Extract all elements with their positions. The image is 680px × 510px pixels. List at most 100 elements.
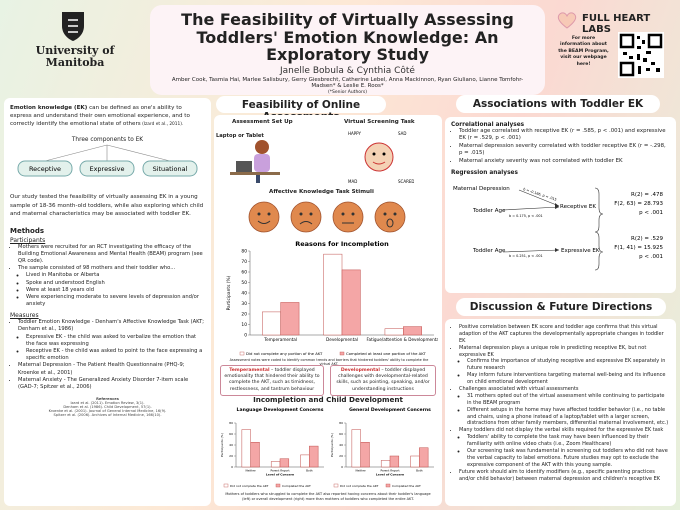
y-tick-label: 60	[241, 270, 247, 276]
component-box	[142, 160, 198, 177]
screening-label: HAPPY	[348, 131, 361, 136]
callout-term: Temperamental	[229, 368, 270, 373]
y-axis-label: Participants (%)	[226, 275, 232, 310]
sub-item: May inform future interventions targetin…	[467, 372, 670, 386]
node-label: Toddler Age	[472, 248, 506, 254]
item-text: The sample consisted of 98 mothers and t…	[18, 265, 176, 272]
y-tick-label: 60	[229, 432, 233, 436]
title: The Feasibility of Virtually Assessing T…	[181, 10, 514, 65]
component-label: Expressive	[89, 165, 124, 173]
section-header: Discussion & Future Directions	[456, 298, 666, 316]
stimuli-faces	[248, 201, 406, 233]
y-tick-label: 80	[229, 421, 233, 425]
list-item: Maternal Depression - The Patient Health…	[18, 362, 205, 376]
y-tick-label: 20	[229, 454, 233, 458]
measures-title: Measures	[10, 312, 39, 320]
model-stat: F(1, 41) = 15.925	[614, 245, 663, 251]
right-panel: Correlational analyses Toddler age corre…	[445, 117, 676, 293]
bar	[403, 326, 422, 336]
y-tick-label: 40	[229, 443, 233, 447]
legend-label: Completed the AKT	[392, 484, 421, 488]
item-text: Many toddlers did not display the verbal…	[459, 427, 664, 434]
bar	[351, 429, 361, 468]
participants-list: Mothers were recruited for an RCT invest…	[10, 244, 205, 309]
y-tick-label: 60	[339, 432, 343, 436]
y-tick-label: 40	[339, 443, 343, 447]
item-text: Toddler age correlated with receptive EK…	[459, 128, 666, 142]
reference: Spitzer et al. (2006). Archives of Inter…	[53, 413, 162, 418]
author-note: (*Senior Authors)	[327, 89, 368, 95]
qr-code	[618, 32, 664, 78]
list-item: Maternal anxiety severity was not correl…	[459, 158, 670, 165]
path-label: b = -0.166, p = .015	[523, 187, 557, 202]
x-tick-label: Neither	[355, 469, 366, 473]
item-text: Maternal depression plays a unique role …	[459, 344, 647, 358]
footnote: Mothers of toddlers who struggled to com…	[225, 492, 431, 501]
x-tick-label: Parent Report	[270, 469, 290, 473]
screening-title: Virtual Screening Task	[344, 119, 415, 125]
list-item: Toddler age correlated with receptive EK…	[459, 128, 670, 143]
sub-list: Lived in Manitoba or AlbertaSpoke and un…	[18, 272, 205, 308]
sub-item: Receptive EK - the child was asked to po…	[26, 348, 205, 362]
correlational-title: Correlational analyses	[451, 122, 525, 128]
y-tick-label: 0	[341, 465, 343, 469]
component-box	[79, 160, 135, 177]
model-stat: p < .001	[639, 210, 663, 216]
model-stat: R(2) = .478	[631, 192, 663, 198]
path-label: b = 0.175, p < .001	[509, 214, 543, 218]
bar	[380, 460, 391, 468]
legend-label: Did not complete any portion of the AKT	[246, 351, 323, 356]
legend-label: Did not complete the AKT	[230, 484, 268, 488]
chart-title: Reasons for Incompletion	[295, 240, 389, 248]
item-text: Mothers were recruited for an RCT invest…	[18, 243, 203, 265]
legend-swatch	[275, 483, 281, 488]
component-label: Situational	[153, 165, 188, 173]
bar	[410, 455, 420, 468]
model-stat: F(2, 63) = 28.793	[614, 201, 663, 207]
bar	[419, 447, 429, 468]
intro-text: can be defined as one's ability to expre…	[10, 105, 190, 128]
y-tick-label: 20	[241, 312, 247, 318]
bar	[360, 442, 370, 468]
list-item: Challenges associated with virtual asses…	[459, 386, 670, 427]
x-tick-label: Both	[306, 469, 313, 473]
stimuli-title: Affective Knowledge Task Stimuli	[269, 189, 374, 195]
legend-swatch	[223, 483, 229, 488]
reference: Denham et al. (1986). Child Development,…	[63, 405, 152, 410]
callout-term: Developmental	[340, 368, 380, 373]
logo-crest	[62, 12, 84, 41]
callout: Developmental – toddler displayed challe…	[330, 365, 436, 396]
list-item: Toddler Emotion Knowledge - Denham's Aff…	[18, 319, 205, 362]
bar	[389, 455, 400, 468]
bar	[309, 445, 319, 468]
citation: (Izard et al., 2011).	[140, 122, 184, 128]
x-axis-label: Level of Concern	[376, 473, 404, 477]
components-diagram: Receptive Expressive Situational	[17, 145, 198, 177]
participants-title: Participants	[10, 236, 46, 244]
item-text: Maternal Depression - The Patient Health…	[18, 362, 185, 376]
sub-item: Expressive EK - the child was asked to v…	[26, 334, 205, 348]
y-tick-label: 80	[339, 421, 343, 425]
authors: Amber Cook, Tasmia Hai, Marlee Salisbury…	[171, 76, 524, 89]
y-tick-label: 0	[244, 333, 247, 339]
legend-swatch	[385, 483, 391, 488]
y-tick-label: 70	[241, 259, 247, 265]
regression-diagram: Maternal Depression b = -0.166, p = .015…	[453, 186, 663, 271]
sub-list: Expressive EK - the child was asked to v…	[18, 334, 205, 363]
discussion-panel: Positive correlation between EK score an…	[445, 319, 676, 506]
legend-label: Completed at least one portion of the AK…	[346, 351, 426, 356]
bar	[241, 429, 251, 468]
sub-item: Confirms the importance of studying rece…	[467, 358, 670, 372]
bar	[300, 454, 310, 468]
sub-item: Toddlers' ability to complete the task m…	[467, 434, 670, 448]
regression-title: Regression analyses	[451, 170, 518, 177]
measures-list: Toddler Emotion Knowledge - Denham's Aff…	[10, 319, 205, 391]
screening-illustration: HAPPY SAD MAD SCARED	[348, 131, 414, 184]
sub-list: Toddlers' ability to complete the task m…	[459, 434, 670, 468]
item-text: Maternal anxiety severity was not correl…	[459, 157, 623, 164]
section-header: Associations with Toddler EK	[456, 95, 660, 113]
discussion-list: Positive correlation between EK score an…	[451, 324, 670, 482]
setup-title: Assessment Set Up	[232, 119, 293, 125]
screening-label: MAD	[348, 179, 357, 184]
references-title: References	[96, 397, 119, 402]
